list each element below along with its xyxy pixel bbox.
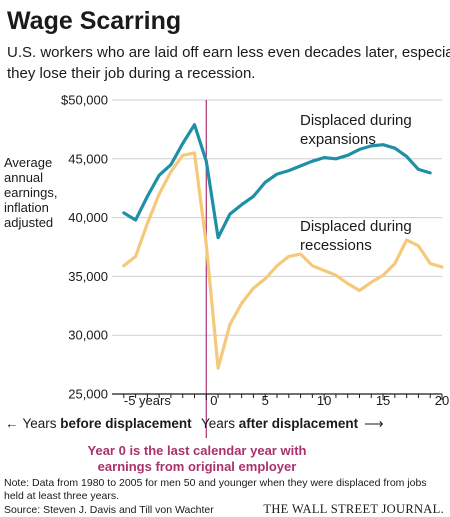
y-axis-label-line: earnings,	[4, 185, 57, 200]
direction-after-bold: after displacement	[239, 416, 359, 431]
series-line-recessions	[122, 151, 444, 370]
x-tick-label: 20	[435, 393, 449, 408]
arrow-left-icon: ←	[5, 416, 19, 431]
arrow-right-icon: ⟶	[364, 416, 384, 431]
direction-labels: ← Years before displacement Years after d…	[5, 416, 384, 431]
chart-subtitle-line-1: U.S. workers who are laid off earn less …	[7, 44, 450, 61]
source-line: Source: Steven J. Davis and Till von Wac…	[4, 504, 214, 516]
x-tick-label: 5	[262, 393, 269, 408]
chart-title: Wage Scarring	[7, 7, 181, 35]
note-line-1: Note: Data from 1980 to 2005 for men 50 …	[4, 477, 427, 489]
x-tick-label: 10	[317, 393, 331, 408]
annotation-line-1: Year 0 is the last calendar year with	[88, 443, 307, 458]
y-axis-label-line: Average	[4, 155, 52, 170]
direction-before-prefix: Years	[23, 416, 61, 431]
direction-before-bold: before displacement	[60, 416, 192, 431]
direction-after-prefix: Years	[201, 416, 239, 431]
y-tick-label: $50,000	[61, 93, 108, 108]
y-axis-label-line: adjusted	[4, 215, 53, 230]
annotation-line-2: earnings from original employer	[98, 459, 297, 474]
series-labels: Displaced during expansions Displaced duri…	[300, 112, 412, 254]
series-lines	[122, 123, 444, 370]
y-axis-label-line: annual	[4, 170, 43, 185]
x-axis	[112, 393, 443, 400]
y-tick-label: 40,000	[68, 210, 108, 225]
y-tick-label: 25,000	[68, 387, 108, 402]
note-line-2: held at least three years.	[4, 490, 119, 502]
gridlines	[112, 99, 442, 395]
direction-before: ← Years before displacement	[5, 416, 192, 431]
series-label-expansions: expansions	[300, 131, 376, 148]
series-label-expansions: Displaced during	[300, 112, 412, 129]
y-tick-labels: $50,000 45,000 40,000 35,000 30,000 25,000	[61, 93, 108, 402]
y-axis-label-line: inflation	[4, 200, 49, 215]
series-line-expansions	[122, 123, 432, 240]
chart-subtitle-line-2: they lose their job during a recession.	[7, 65, 255, 82]
x-tick-labels: -5 years 0 5 10 15 20	[124, 393, 449, 408]
publisher-brand: THE WALL STREET JOURNAL.	[263, 502, 444, 516]
direction-after: Years after displacement ⟶	[201, 416, 384, 431]
series-label-recessions: recessions	[300, 237, 372, 254]
y-tick-label: 45,000	[68, 151, 108, 166]
y-tick-label: 30,000	[68, 328, 108, 343]
y-tick-label: 35,000	[68, 269, 108, 284]
year-zero-annotation: Year 0 is the last calendar year with ea…	[88, 443, 307, 474]
series-label-recessions: Displaced during	[300, 218, 412, 235]
x-tick-label: 0	[210, 393, 217, 408]
x-tick-label: 15	[376, 393, 390, 408]
x-tick-label: -5 years	[124, 393, 171, 408]
